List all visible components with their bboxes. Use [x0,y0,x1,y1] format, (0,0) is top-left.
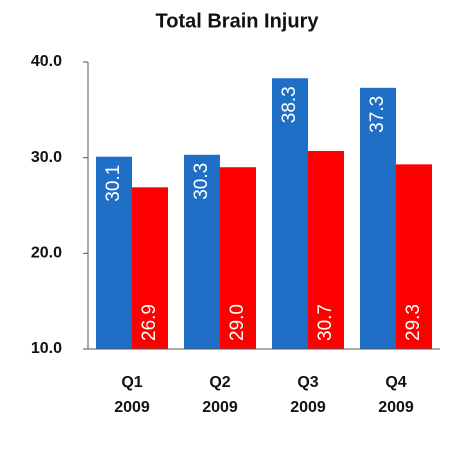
value-label: 30.7 [315,304,336,341]
bar [360,87,396,349]
y-tick-label: 20.0 [31,245,62,262]
x-tick-label: 2009 [378,399,414,416]
value-label: 26.9 [139,304,160,341]
bar [96,156,132,349]
x-tick-label: 2009 [114,399,150,416]
value-label: 38.3 [279,86,300,123]
value-label: 29.3 [403,304,424,341]
bar [220,167,256,349]
bar [132,187,168,349]
bar [308,150,344,349]
y-tick-label: 30.0 [31,149,62,166]
x-tick-label: 2009 [202,399,238,416]
value-label: 37.3 [367,96,388,133]
bar [396,164,432,349]
x-tick-label: 2009 [290,399,326,416]
bar [272,78,308,349]
y-tick-label: 10.0 [31,340,62,357]
value-label: 29.0 [227,304,248,341]
bar [184,154,220,349]
x-tick-label: Q3 [297,374,318,391]
x-tick-label: Q4 [385,374,406,391]
value-label: 30.1 [103,165,124,202]
y-tick-label: 40.0 [31,53,62,70]
value-label: 30.3 [191,163,212,200]
x-tick-label: Q2 [209,374,230,391]
x-tick-label: Q1 [121,374,142,391]
chart-title: Total Brain Injury [156,10,320,32]
